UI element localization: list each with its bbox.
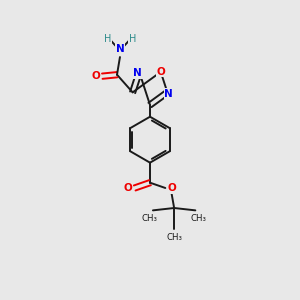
Text: N: N [164,89,173,99]
Text: N: N [134,68,142,78]
Text: O: O [124,183,133,193]
Text: N: N [116,44,124,54]
Text: H: H [129,34,136,44]
Text: CH₃: CH₃ [142,214,158,223]
Text: H: H [104,34,111,44]
Text: CH₃: CH₃ [166,233,182,242]
Text: O: O [167,183,176,193]
Text: O: O [156,67,165,77]
Text: CH₃: CH₃ [190,214,206,223]
Text: O: O [92,71,100,81]
